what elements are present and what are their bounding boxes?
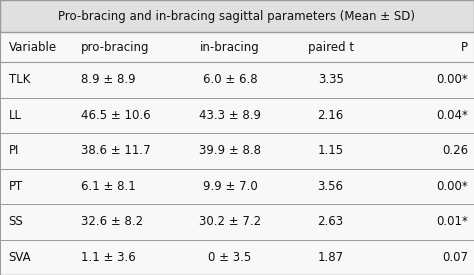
Text: 1.87: 1.87 (318, 251, 344, 264)
Text: 2.63: 2.63 (318, 215, 344, 228)
Text: paired t: paired t (308, 41, 354, 54)
Text: SVA: SVA (9, 251, 31, 264)
Text: pro-bracing: pro-bracing (81, 41, 149, 54)
Text: 3.56: 3.56 (318, 180, 344, 193)
Text: PI: PI (9, 144, 19, 157)
Text: 0.04*: 0.04* (437, 109, 468, 122)
Text: 0.07: 0.07 (442, 251, 468, 264)
Bar (0, 204, 474, 240)
Text: 0.00*: 0.00* (437, 73, 468, 86)
Bar (0, 169, 474, 204)
Bar (0, 240, 474, 275)
Text: 32.6 ± 8.2: 32.6 ± 8.2 (81, 215, 143, 228)
Text: 1.1 ± 3.6: 1.1 ± 3.6 (81, 251, 136, 264)
Text: 3.35: 3.35 (318, 73, 344, 86)
Bar (0, 0, 474, 32)
Text: 43.3 ± 8.9: 43.3 ± 8.9 (199, 109, 261, 122)
Text: 8.9 ± 8.9: 8.9 ± 8.9 (81, 73, 135, 86)
Text: 1.15: 1.15 (318, 144, 344, 157)
Text: SS: SS (9, 215, 23, 228)
Text: LL: LL (9, 109, 21, 122)
Text: TLK: TLK (9, 73, 30, 86)
Text: 2.16: 2.16 (318, 109, 344, 122)
Bar (0, 62, 474, 98)
Text: 6.1 ± 8.1: 6.1 ± 8.1 (81, 180, 136, 193)
Text: 0 ± 3.5: 0 ± 3.5 (208, 251, 252, 264)
Text: 30.2 ± 7.2: 30.2 ± 7.2 (199, 215, 261, 228)
Text: P: P (461, 41, 468, 54)
Text: 0.01*: 0.01* (437, 215, 468, 228)
Bar (0, 98, 474, 133)
Text: 0.00*: 0.00* (437, 180, 468, 193)
Text: PT: PT (9, 180, 23, 193)
Bar (0, 32, 474, 62)
Text: in-bracing: in-bracing (200, 41, 260, 54)
Text: Variable: Variable (9, 41, 57, 54)
Text: Pro-bracing and in-bracing sagittal parameters (Mean ± SD): Pro-bracing and in-bracing sagittal para… (58, 10, 416, 23)
Bar (0, 133, 474, 169)
Text: 0.26: 0.26 (442, 144, 468, 157)
Text: 39.9 ± 8.8: 39.9 ± 8.8 (199, 144, 261, 157)
Text: 46.5 ± 10.6: 46.5 ± 10.6 (81, 109, 150, 122)
Text: 9.9 ± 7.0: 9.9 ± 7.0 (202, 180, 257, 193)
Text: 38.6 ± 11.7: 38.6 ± 11.7 (81, 144, 150, 157)
Text: 6.0 ± 6.8: 6.0 ± 6.8 (202, 73, 257, 86)
